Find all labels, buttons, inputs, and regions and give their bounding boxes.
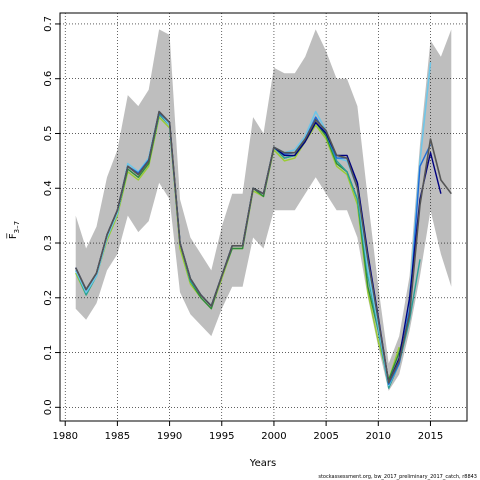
x-tick-label: 1995 <box>209 431 234 442</box>
credit-note: stockassessment.org, bw_2017_preliminary… <box>318 474 477 480</box>
x-tick-label: 1985 <box>105 431 130 442</box>
y-tick-label: 0.6 <box>43 71 54 87</box>
x-tick-label: 2010 <box>366 431 391 442</box>
y-tick-label: 0.0 <box>43 399 54 415</box>
x-tick-label: 1990 <box>157 431 182 442</box>
y-tick-label: 0.5 <box>43 126 54 142</box>
x-tick-label: 2005 <box>313 431 338 442</box>
y-tick-label: 0.4 <box>43 180 54 196</box>
x-axis-title: Years <box>249 458 276 469</box>
x-tick-label: 2000 <box>261 431 286 442</box>
y-axis-title-subscript: 3–7 <box>13 221 21 233</box>
y-tick-label: 0.2 <box>43 290 54 306</box>
x-tick-label: 1980 <box>52 431 77 442</box>
y-tick-label: 0.1 <box>43 345 54 361</box>
x-tick-label: 2015 <box>418 431 443 442</box>
y-tick-label: 0.7 <box>43 16 54 32</box>
y-tick-label: 0.3 <box>43 235 54 251</box>
